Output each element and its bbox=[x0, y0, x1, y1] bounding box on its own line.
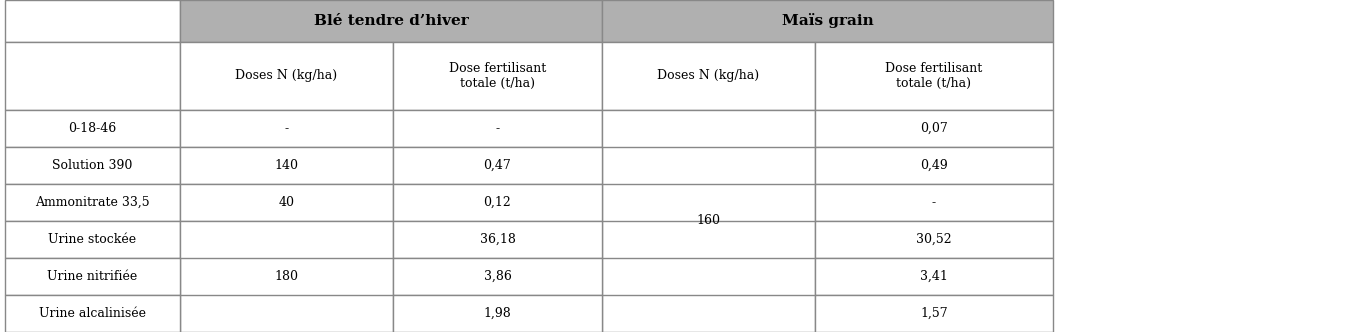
Text: Urine alcalinisée: Urine alcalinisée bbox=[39, 307, 145, 320]
Bar bbox=[815, 147, 1053, 184]
Text: 0,47: 0,47 bbox=[484, 159, 511, 172]
Text: Dose fertilisant
totale (t/ha): Dose fertilisant totale (t/ha) bbox=[448, 62, 546, 90]
Text: 1,57: 1,57 bbox=[920, 307, 947, 320]
Bar bbox=[5, 221, 179, 258]
Text: 0,12: 0,12 bbox=[484, 196, 511, 209]
Text: -: - bbox=[284, 122, 288, 135]
Bar bbox=[602, 0, 1053, 42]
Text: Doses N (kg/ha): Doses N (kg/ha) bbox=[658, 69, 760, 82]
Text: 1,98: 1,98 bbox=[484, 307, 511, 320]
Bar bbox=[5, 295, 179, 332]
Bar bbox=[179, 221, 393, 332]
Bar bbox=[815, 295, 1053, 332]
Bar bbox=[393, 295, 602, 332]
Text: -: - bbox=[932, 196, 936, 209]
Text: Solution 390: Solution 390 bbox=[52, 159, 133, 172]
Text: -: - bbox=[496, 122, 500, 135]
Bar bbox=[602, 110, 815, 332]
Text: 180: 180 bbox=[275, 270, 299, 283]
Text: Dose fertilisant
totale (t/ha): Dose fertilisant totale (t/ha) bbox=[885, 62, 983, 90]
Bar bbox=[179, 147, 393, 184]
Text: Urine stockée: Urine stockée bbox=[49, 233, 136, 246]
Text: 40: 40 bbox=[279, 196, 295, 209]
Bar bbox=[815, 221, 1053, 258]
Bar bbox=[815, 258, 1053, 295]
Bar bbox=[393, 221, 602, 258]
Text: Maïs grain: Maïs grain bbox=[781, 14, 874, 29]
Bar bbox=[815, 110, 1053, 147]
Bar bbox=[179, 110, 393, 147]
Bar bbox=[393, 184, 602, 221]
Text: 36,18: 36,18 bbox=[480, 233, 515, 246]
Text: Ammonitrate 33,5: Ammonitrate 33,5 bbox=[35, 196, 149, 209]
Bar bbox=[179, 42, 393, 110]
Text: 0,07: 0,07 bbox=[920, 122, 947, 135]
Bar bbox=[393, 110, 602, 147]
Text: 160: 160 bbox=[697, 214, 720, 227]
Text: 3,86: 3,86 bbox=[484, 270, 511, 283]
Bar bbox=[179, 0, 602, 42]
Bar bbox=[393, 42, 602, 110]
Bar bbox=[602, 42, 815, 110]
Bar bbox=[393, 147, 602, 184]
Bar bbox=[5, 110, 179, 147]
Bar bbox=[5, 0, 179, 42]
Text: Blé tendre d’hiver: Blé tendre d’hiver bbox=[314, 14, 469, 28]
Bar bbox=[815, 42, 1053, 110]
Bar bbox=[5, 42, 179, 110]
Text: Urine nitrifiée: Urine nitrifiée bbox=[48, 270, 137, 283]
Text: 3,41: 3,41 bbox=[920, 270, 949, 283]
Text: 140: 140 bbox=[275, 159, 299, 172]
Bar bbox=[5, 258, 179, 295]
Bar bbox=[5, 184, 179, 221]
Bar bbox=[5, 147, 179, 184]
Text: 30,52: 30,52 bbox=[916, 233, 951, 246]
Bar bbox=[179, 184, 393, 221]
Bar bbox=[393, 258, 602, 295]
Bar bbox=[815, 184, 1053, 221]
Text: Doses N (kg/ha): Doses N (kg/ha) bbox=[235, 69, 337, 82]
Text: 0,49: 0,49 bbox=[920, 159, 947, 172]
Text: 0-18-46: 0-18-46 bbox=[68, 122, 117, 135]
